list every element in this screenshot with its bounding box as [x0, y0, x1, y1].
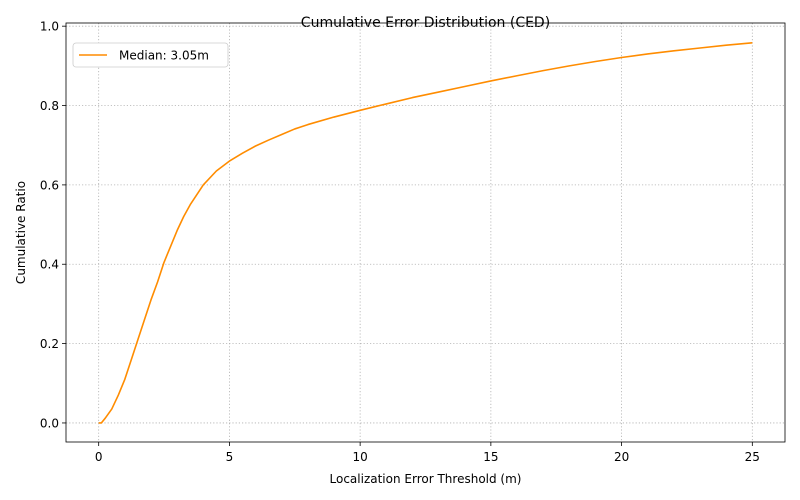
tick-layer: 0 5 10 15 20 25 0.0 0.2 0.4 0.6 0.8 1.0: [40, 20, 760, 464]
x-tick-label-1: 5: [226, 450, 234, 464]
y-tick-label-2: 0.4: [40, 258, 59, 272]
y-tick-label-0: 0.0: [40, 416, 59, 430]
grid-layer: [66, 23, 785, 442]
y-axis-label: Cumulative Ratio: [14, 181, 28, 284]
legend-entry-label: Median: 3.05m: [119, 49, 209, 63]
y-tick-label-4: 0.8: [40, 99, 59, 113]
y-tick-label-3: 0.6: [40, 178, 59, 192]
y-tick-label-1: 0.2: [40, 337, 59, 351]
x-tick-label-5: 25: [745, 450, 760, 464]
legend: Median: 3.05m: [72, 42, 229, 68]
x-tick-label-4: 20: [614, 450, 629, 464]
legend-box: [72, 42, 229, 68]
y-tick-label-5: 1.0: [40, 20, 59, 34]
x-axis-label: Localization Error Threshold (m): [330, 472, 522, 486]
x-tick-label-3: 15: [483, 450, 498, 464]
x-tick-label-2: 10: [352, 450, 367, 464]
plot-frame: [65, 22, 786, 443]
x-tick-label-0: 0: [95, 450, 103, 464]
series-layer: [98, 42, 753, 424]
series-line-0: [98, 42, 753, 424]
